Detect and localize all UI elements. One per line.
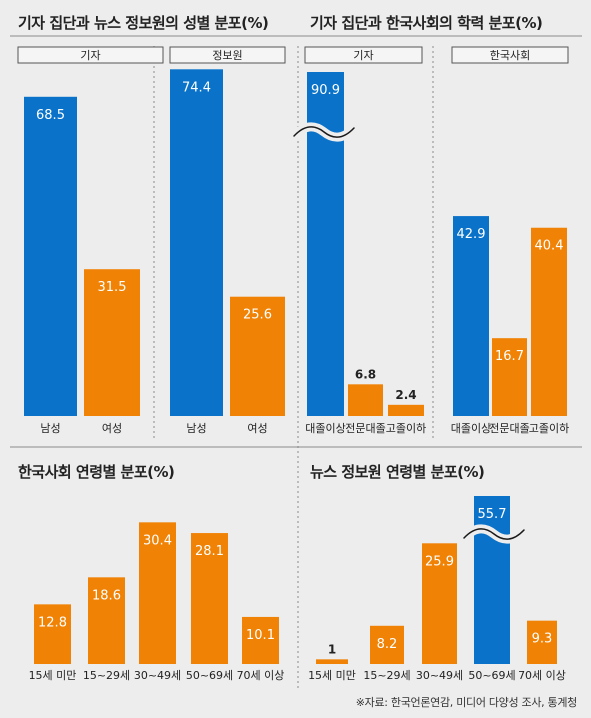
age-source-category-label-4: 70세 이상 <box>518 669 566 682</box>
gender-journalist-value-label-0: 68.5 <box>36 108 65 123</box>
gender-journalist-bar-0 <box>24 96 77 416</box>
edu-korea-bar-1 <box>492 338 527 416</box>
edu-korea-group-box <box>451 46 569 64</box>
age-korea-value-label-1: 18.6 <box>92 588 121 603</box>
edu-korea-value-label-1: 16.7 <box>495 349 524 364</box>
edu-journalist-category-label-2: 고졸이하 <box>386 421 426 435</box>
edu-journalist-value-label-1: 6.8 <box>355 367 376 381</box>
gender-chart-title: 기자 집단과 뉴스 정보원의 성별 분포(%) <box>18 14 269 32</box>
age-source-axis-break-mark <box>463 528 525 540</box>
edu-korea-value-label-0: 42.9 <box>457 227 486 242</box>
edu-journalist-bar-1 <box>348 384 383 416</box>
gender-journalist-group-box <box>17 46 164 64</box>
gender-journalist-category-label-0: 남성 <box>40 422 60 435</box>
age-source-value-label-1: 8.2 <box>377 637 398 652</box>
age-korea-bar-3 <box>191 533 228 664</box>
gender-journalist-category-label-1: 여성 <box>102 422 122 435</box>
source-note: ※자료: 한국언론연감, 미디어 다양성 조사, 통계청 <box>355 696 578 709</box>
edu-korea-category-label-2: 고졸이하 <box>529 421 569 435</box>
gender-source-category-label-0: 남성 <box>186 422 206 435</box>
age-korea-value-label-3: 28.1 <box>195 544 224 559</box>
age-korea-category-label-4: 70세 이상 <box>237 669 285 682</box>
age-korea-category-label-0: 15세 미만 <box>29 669 77 682</box>
age-korea-bar-1 <box>88 577 125 664</box>
age-source-value-label-3: 55.7 <box>478 507 507 522</box>
edu-korea-category-label-1: 전문대졸 <box>489 422 529 435</box>
gender-journalist-value-label-1: 31.5 <box>98 280 127 295</box>
source-age-chart-title: 뉴스 정보원 연령별 분포(%) <box>310 463 485 481</box>
edu-journalist-group-box <box>304 46 423 64</box>
age-source-category-label-3: 50~69세 <box>468 669 515 682</box>
age-source-category-label-1: 15~29세 <box>363 669 410 682</box>
gender-journalist-group-label: 기자 <box>80 49 100 62</box>
edu-journalist-group-label: 기자 <box>353 49 373 62</box>
age-source-category-label-0: 15세 미만 <box>308 669 356 682</box>
korea-age-chart-title: 한국사회 연령별 분포(%) <box>18 463 175 481</box>
age-source-bar-3 <box>474 496 510 664</box>
gender-source-group-box <box>169 46 286 64</box>
age-korea-value-label-2: 30.4 <box>143 533 172 548</box>
age-korea-bar-4 <box>242 616 279 664</box>
edu-journalist-value-label-2: 2.4 <box>395 388 416 402</box>
edu-journalist-axis-break-mark <box>293 126 355 138</box>
edu-korea-bar-0 <box>453 216 489 416</box>
edu-korea-bar-2 <box>531 227 567 416</box>
age-source-category-label-2: 30~49세 <box>416 669 463 682</box>
gender-journalist-bar-1 <box>84 269 140 416</box>
gender-source-bar-1 <box>230 296 285 416</box>
age-korea-category-label-3: 50~69세 <box>186 669 233 682</box>
age-source-value-label-4: 9.3 <box>532 632 553 647</box>
age-source-bar-4 <box>527 620 557 664</box>
gender-source-group-label: 정보원 <box>212 49 242 62</box>
age-source-bar-0 <box>316 659 348 664</box>
age-korea-value-label-0: 12.8 <box>38 615 67 630</box>
education-chart-title: 기자 집단과 한국사회의 학력 분포(%) <box>310 14 543 32</box>
edu-journalist-category-label-1: 전문대졸 <box>345 422 385 435</box>
edu-journalist-bar-2 <box>388 404 424 416</box>
age-source-bar-1 <box>370 625 404 664</box>
edu-korea-category-label-0: 대졸이상 <box>451 422 491 435</box>
edu-journalist-category-label-0: 대졸이상 <box>305 422 345 435</box>
edu-journalist-value-label-0: 90.9 <box>311 83 340 98</box>
age-korea-value-label-4: 10.1 <box>246 628 275 643</box>
age-source-bar-2 <box>422 543 457 664</box>
age-korea-category-label-1: 15~29세 <box>83 669 130 682</box>
age-korea-bar-0 <box>34 604 71 664</box>
age-korea-bar-2 <box>139 522 176 664</box>
age-source-value-label-2: 25.9 <box>425 554 454 569</box>
gender-source-bar-0 <box>170 69 223 417</box>
edu-korea-group-label: 한국사회 <box>490 49 530 62</box>
gender-source-value-label-0: 74.4 <box>182 80 211 95</box>
age-korea-category-label-2: 30~49세 <box>134 669 181 682</box>
age-source-value-label-0: 1 <box>328 642 336 656</box>
gender-source-value-label-1: 25.6 <box>243 308 272 323</box>
gender-source-category-label-1: 여성 <box>247 422 267 435</box>
edu-korea-value-label-2: 40.4 <box>535 239 564 254</box>
